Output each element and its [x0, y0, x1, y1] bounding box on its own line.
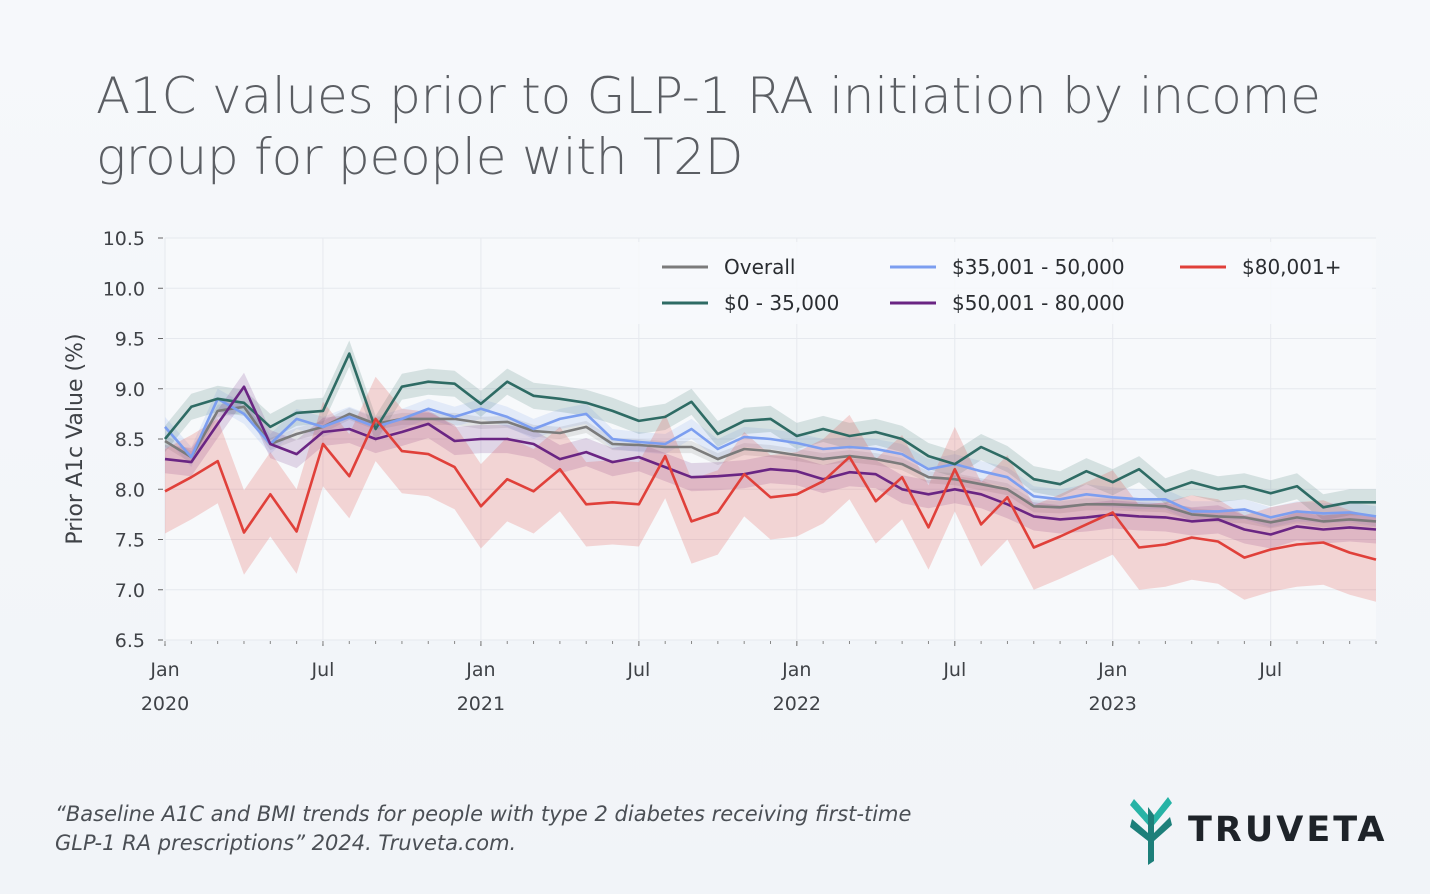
x-tick-label: Jul — [626, 659, 650, 681]
y-tick-label: 9.5 — [115, 329, 145, 351]
x-tick-year-label: 2021 — [457, 693, 505, 715]
legend-label: Overall — [724, 255, 795, 279]
y-tick-label: 10.5 — [103, 228, 145, 250]
x-tick-label: Jul — [942, 659, 966, 681]
citation: “Baseline A1C and BMI trends for people … — [55, 800, 955, 858]
y-tick-label: 7.0 — [115, 580, 145, 602]
x-tick-year-label: 2022 — [773, 693, 821, 715]
ci-band--80-001- — [165, 376, 1376, 602]
y-tick-label: 7.5 — [115, 530, 145, 552]
y-tick-label: 6.5 — [115, 630, 145, 652]
y-tick-label: 8.5 — [115, 429, 145, 451]
logo-text: TRUVETA — [1188, 810, 1388, 850]
y-tick-label: 10.0 — [103, 278, 145, 300]
brand-logo: TRUVETA — [1128, 794, 1388, 866]
page-title: A1C values prior to GLP-1 RA initiation … — [96, 67, 1321, 186]
legend-label: $0 - 35,000 — [724, 291, 839, 315]
series-line--0-35-000 — [163, 352, 1376, 509]
series-line-overall — [164, 405, 1377, 524]
citation-line-1: “Baseline A1C and BMI trends for people … — [55, 802, 912, 826]
x-tick-label: Jan — [465, 659, 495, 681]
series-line--35-001-50-000 — [164, 397, 1377, 519]
ci-band-overall — [165, 400, 1376, 529]
citation-line-2: GLP-1 RA prescriptions” 2024. Truveta.co… — [55, 831, 517, 855]
legend-box — [620, 242, 1372, 324]
legend-label: $35,001 - 50,000 — [952, 255, 1125, 279]
ci-band--0-35-000 — [165, 340, 1376, 521]
series-line--80-001- — [164, 417, 1377, 561]
chart-lines — [163, 352, 1377, 561]
legend-label: $50,001 - 80,000 — [952, 291, 1125, 315]
x-tick-label: Jan — [1097, 659, 1127, 681]
x-tick-label: Jul — [1258, 659, 1282, 681]
x-tick-label: Jan — [781, 659, 811, 681]
chart-legend: Overall $35,001 - 50,000 $80,001+ $0 - 35,0… — [620, 242, 1372, 324]
y-tick-label: 8.0 — [115, 479, 145, 501]
y-tick-label: 9.0 — [115, 379, 145, 401]
legend-label: $80,001+ — [1242, 255, 1341, 279]
truveta-leaf-logo-icon — [1130, 797, 1172, 865]
ci-band--35-001-50-000 — [165, 388, 1376, 528]
x-tick-year-label: 2020 — [141, 693, 189, 715]
x-tick-label: Jan — [149, 659, 179, 681]
x-tick-label: Jul — [310, 659, 334, 681]
y-axis-label: Prior A1c Value (%) — [63, 333, 88, 544]
x-tick-year-label: 2023 — [1089, 693, 1137, 715]
